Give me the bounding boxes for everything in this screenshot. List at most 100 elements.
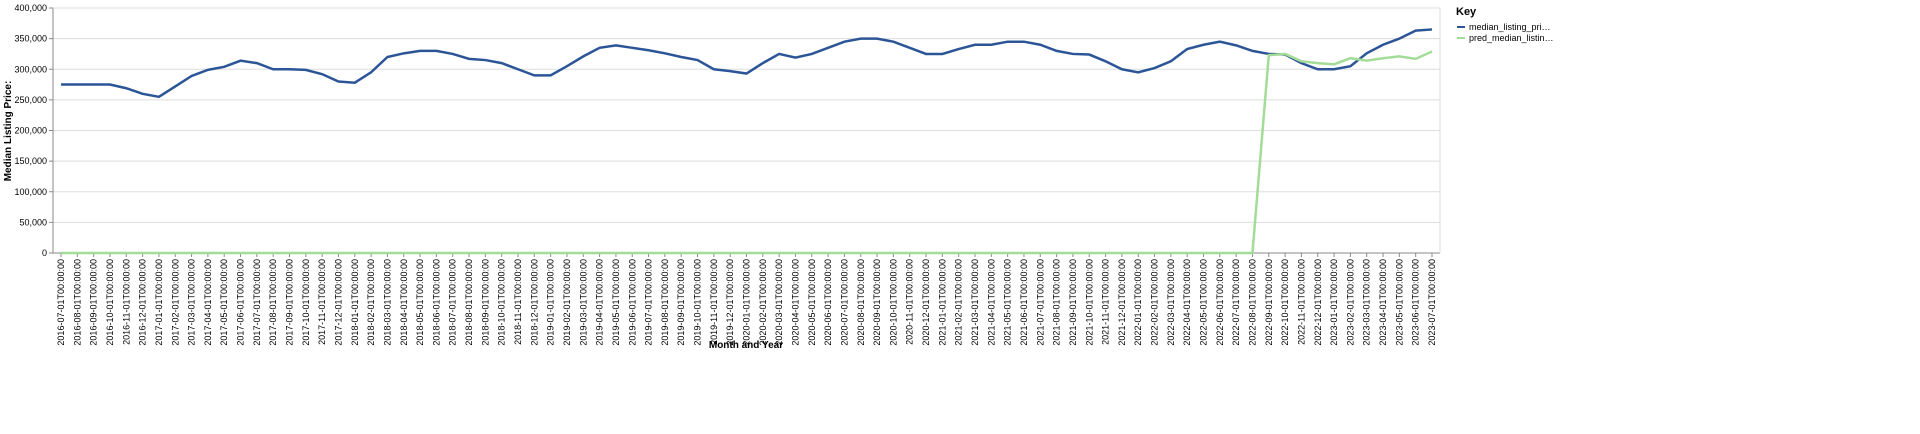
x-tick-label: 2022-03-01T00:00:00 <box>1166 259 1176 346</box>
line-series <box>61 50 1433 255</box>
x-tick-label: 2020-12-01T00:00:00 <box>921 259 931 346</box>
legend-label: pred_median_listin… <box>1469 33 1554 43</box>
y-tick-label: 150,000 <box>14 156 47 166</box>
x-tick-label: 2020-03-01T00:00:00 <box>774 259 784 346</box>
x-tick-label: 2018-12-01T00:00:00 <box>529 259 539 346</box>
y-tick-label: 350,000 <box>14 34 47 44</box>
x-tick-label: 2023-03-01T00:00:00 <box>1362 259 1372 346</box>
x-tick-label: 2018-06-01T00:00:00 <box>431 259 441 346</box>
x-tick-label: 2016-10-01T00:00:00 <box>105 259 115 346</box>
x-tick-label: 2016-11-01T00:00:00 <box>121 259 131 345</box>
y-axis-title: Median Listing Price: <box>3 81 14 182</box>
x-tick-label: 2023-06-01T00:00:00 <box>1411 259 1421 346</box>
x-tick-label: 2018-03-01T00:00:00 <box>382 259 392 346</box>
x-tick-label: 2018-09-01T00:00:00 <box>480 259 490 346</box>
x-tick-label: 2021-12-01T00:00:00 <box>1117 259 1127 346</box>
x-tick-label: 2022-06-01T00:00:00 <box>1215 259 1225 346</box>
x-tick-label: 2018-01-01T00:00:00 <box>350 259 360 346</box>
x-tick-label: 2019-11-01T00:00:00 <box>709 259 719 345</box>
x-tick-label: 2018-02-01T00:00:00 <box>366 259 376 346</box>
x-tick-label: 2019-10-01T00:00:00 <box>693 259 703 346</box>
x-tick-label: 2020-09-01T00:00:00 <box>872 259 882 346</box>
x-tick-label: 2022-04-01T00:00:00 <box>1182 259 1192 346</box>
x-tick-label: 2019-07-01T00:00:00 <box>644 259 654 346</box>
x-tick-label: 2021-03-01T00:00:00 <box>970 259 980 346</box>
line-series <box>61 28 1433 99</box>
x-tick-label: 2023-07-01T00:00:00 <box>1427 259 1437 346</box>
x-tick-label: 2022-07-01T00:00:00 <box>1231 259 1241 346</box>
x-tick-label: 2021-11-01T00:00:00 <box>1101 259 1111 345</box>
x-tick-label: 2017-12-01T00:00:00 <box>333 259 343 346</box>
x-tick-label: 2020-11-01T00:00:00 <box>905 259 915 345</box>
x-tick-label: 2019-01-01T00:00:00 <box>546 259 556 346</box>
y-tick-label: 400,000 <box>14 3 47 13</box>
x-tick-label: 2021-09-01T00:00:00 <box>1068 259 1078 346</box>
x-tick-label: 2022-08-01T00:00:00 <box>1247 259 1257 346</box>
x-tick-label: 2018-04-01T00:00:00 <box>399 259 409 346</box>
y-tick-label: 0 <box>42 248 47 258</box>
x-tick-label: 2020-05-01T00:00:00 <box>807 259 817 346</box>
x-tick-label: 2018-11-01T00:00:00 <box>513 259 523 345</box>
x-tick-label: 2020-01-01T00:00:00 <box>742 259 752 346</box>
x-tick-label: 2019-04-01T00:00:00 <box>595 259 605 346</box>
x-tick-label: 2016-12-01T00:00:00 <box>138 259 148 346</box>
y-tick-label: 200,000 <box>14 126 47 136</box>
x-tick-label: 2022-05-01T00:00:00 <box>1199 259 1209 346</box>
x-tick-label: 2016-08-01T00:00:00 <box>72 259 82 346</box>
x-tick-label: 2016-07-01T00:00:00 <box>56 259 66 346</box>
x-tick-label: 2021-05-01T00:00:00 <box>1003 259 1013 346</box>
x-tick-label: 2022-02-01T00:00:00 <box>1150 259 1160 346</box>
x-tick-label: 2022-09-01T00:00:00 <box>1264 259 1274 346</box>
x-tick-label: 2017-03-01T00:00:00 <box>187 259 197 346</box>
y-tick-label: 50,000 <box>19 217 47 227</box>
x-tick-label: 2021-10-01T00:00:00 <box>1084 259 1094 346</box>
y-tick-label: 250,000 <box>14 95 47 105</box>
x-tick-label: 2023-02-01T00:00:00 <box>1345 259 1355 346</box>
y-tick-label: 100,000 <box>14 187 47 197</box>
x-tick-label: 2023-05-01T00:00:00 <box>1394 259 1404 346</box>
x-tick-label: 2017-02-01T00:00:00 <box>170 259 180 346</box>
x-tick-label: 2020-02-01T00:00:00 <box>758 259 768 346</box>
x-tick-label: 2016-09-01T00:00:00 <box>89 259 99 346</box>
x-tick-label: 2018-07-01T00:00:00 <box>448 259 458 346</box>
legend-title: Key <box>1456 6 1477 18</box>
x-tick-label: 2018-08-01T00:00:00 <box>464 259 474 346</box>
x-tick-label: 2020-04-01T00:00:00 <box>790 259 800 346</box>
x-tick-label: 2020-07-01T00:00:00 <box>839 259 849 346</box>
x-tick-label: 2021-08-01T00:00:00 <box>1052 259 1062 346</box>
legend-label: median_listing_pri… <box>1469 22 1551 32</box>
x-tick-label: 2019-09-01T00:00:00 <box>676 259 686 346</box>
x-tick-label: 2017-09-01T00:00:00 <box>285 259 295 346</box>
x-tick-label: 2017-10-01T00:00:00 <box>301 259 311 346</box>
y-tick-label: 300,000 <box>14 64 47 74</box>
x-tick-label: 2020-08-01T00:00:00 <box>856 259 866 346</box>
x-tick-label: 2019-12-01T00:00:00 <box>725 259 735 346</box>
x-tick-label: 2017-08-01T00:00:00 <box>268 259 278 346</box>
x-tick-label: 2021-06-01T00:00:00 <box>1019 259 1029 346</box>
x-tick-label: 2017-06-01T00:00:00 <box>236 259 246 346</box>
x-axis-title: Month and Year <box>709 340 783 351</box>
x-tick-label: 2019-06-01T00:00:00 <box>627 259 637 346</box>
x-tick-label: 2017-01-01T00:00:00 <box>154 259 164 346</box>
x-tick-label: 2023-01-01T00:00:00 <box>1329 259 1339 346</box>
x-tick-label: 2017-07-01T00:00:00 <box>252 259 262 346</box>
x-tick-label: 2022-01-01T00:00:00 <box>1133 259 1143 346</box>
x-tick-label: 2023-04-01T00:00:00 <box>1378 259 1388 346</box>
x-tick-label: 2019-02-01T00:00:00 <box>562 259 572 346</box>
x-tick-label: 2020-06-01T00:00:00 <box>823 259 833 346</box>
x-tick-label: 2018-05-01T00:00:00 <box>415 259 425 346</box>
x-tick-label: 2017-04-01T00:00:00 <box>203 259 213 346</box>
x-tick-label: 2021-07-01T00:00:00 <box>1035 259 1045 346</box>
x-tick-label: 2021-01-01T00:00:00 <box>937 259 947 346</box>
x-tick-label: 2021-04-01T00:00:00 <box>986 259 996 346</box>
x-tick-label: 2019-08-01T00:00:00 <box>660 259 670 346</box>
x-tick-label: 2020-10-01T00:00:00 <box>888 259 898 346</box>
x-tick-label: 2018-10-01T00:00:00 <box>497 259 507 346</box>
x-tick-label: 2021-02-01T00:00:00 <box>954 259 964 346</box>
x-tick-label: 2022-12-01T00:00:00 <box>1313 259 1323 346</box>
x-tick-label: 2022-10-01T00:00:00 <box>1280 259 1290 346</box>
x-tick-label: 2019-03-01T00:00:00 <box>578 259 588 346</box>
x-tick-label: 2022-11-01T00:00:00 <box>1296 259 1306 345</box>
x-tick-label: 2017-11-01T00:00:00 <box>317 259 327 345</box>
